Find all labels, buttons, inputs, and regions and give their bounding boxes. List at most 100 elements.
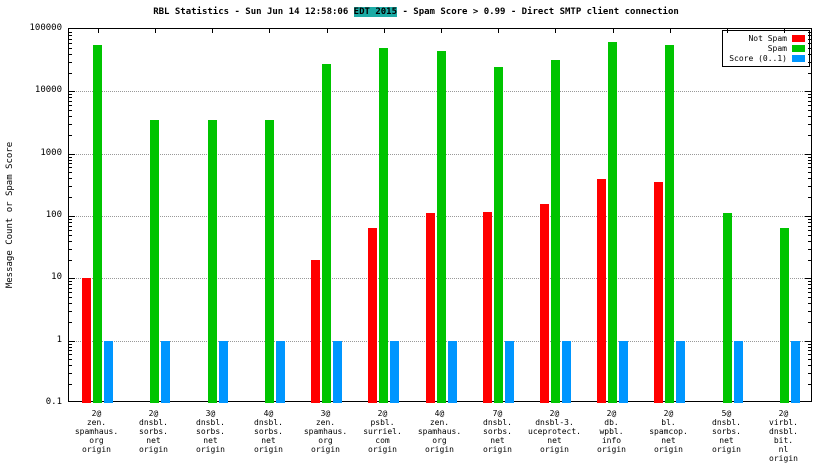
y-major-tick <box>69 154 75 155</box>
x-category-label: 3@ dnsbl. sorbs. net origin <box>196 409 225 454</box>
bar-score-0-1 <box>333 340 342 403</box>
x-category-label: 4@ zen. spamhaus. org origin <box>417 409 462 454</box>
y-tick-label: 1 <box>56 335 62 345</box>
y-minor-tick <box>69 344 72 345</box>
bar-spam <box>150 119 159 403</box>
y-minor-tick <box>69 48 72 49</box>
x-tick <box>327 29 328 33</box>
x-category-label: 2@ virbl. dnsbl. bit. nl origin <box>769 409 798 463</box>
bar-not-spam <box>654 182 663 403</box>
bar-score-0-1 <box>276 340 285 403</box>
bar-score-0-1 <box>619 340 628 403</box>
bar-spam <box>93 45 102 403</box>
bar-spam <box>322 64 331 403</box>
legend: Not Spam Spam Score (0..1) <box>722 30 810 67</box>
y-minor-tick <box>69 94 72 95</box>
bar-score-0-1 <box>390 340 399 403</box>
x-tick <box>498 29 499 33</box>
x-category-label: 7@ dnsbl. sorbs. net origin <box>483 409 512 454</box>
y-minor-tick <box>808 297 811 298</box>
x-tick <box>269 29 270 33</box>
y-minor-tick <box>808 73 811 74</box>
bar-not-spam <box>311 259 320 403</box>
x-tick <box>441 29 442 33</box>
y-major-tick <box>805 278 811 279</box>
legend-swatch <box>792 35 805 42</box>
y-minor-tick <box>69 35 72 36</box>
bar-score-0-1 <box>676 340 685 403</box>
y-tick-label: 10000 <box>34 85 62 95</box>
x-tick <box>98 29 99 33</box>
y-minor-tick <box>808 135 811 136</box>
y-minor-tick <box>808 384 811 385</box>
y-minor-tick <box>69 39 72 40</box>
y-minor-tick <box>69 347 72 348</box>
y-tick-label: 100 <box>45 210 62 220</box>
y-minor-tick <box>808 172 811 173</box>
y-minor-tick <box>69 105 72 106</box>
x-tick <box>555 29 556 33</box>
y-minor-tick <box>69 322 72 323</box>
chart-title: RBL Statistics - Sun Jun 14 12:58:06 EDT… <box>0 7 832 17</box>
y-minor-tick <box>69 54 72 55</box>
y-minor-tick <box>69 73 72 74</box>
y-minor-tick <box>69 222 72 223</box>
x-tick <box>384 29 385 33</box>
y-minor-tick <box>69 384 72 385</box>
x-category-label: 2@ bl. spamcop. net origin <box>649 409 688 454</box>
bar-score-0-1 <box>791 340 800 403</box>
bar-score-0-1 <box>734 340 743 403</box>
legend-label: Not Spam <box>748 34 787 43</box>
y-minor-tick <box>808 163 811 164</box>
y-minor-tick <box>69 110 72 111</box>
y-minor-tick <box>808 260 811 261</box>
y-tick-label: 10 <box>51 272 62 282</box>
y-minor-tick <box>808 292 811 293</box>
bar-spam <box>437 50 446 403</box>
y-minor-tick <box>808 197 811 198</box>
y-minor-tick <box>69 281 72 282</box>
y-minor-tick <box>69 32 72 33</box>
y-minor-tick <box>808 235 811 236</box>
y-minor-tick <box>69 62 72 63</box>
y-minor-tick <box>69 365 72 366</box>
y-minor-tick <box>69 219 72 220</box>
bar-spam <box>665 45 674 403</box>
legend-row: Spam <box>729 44 805 53</box>
y-minor-tick <box>69 135 72 136</box>
y-minor-tick <box>808 157 811 158</box>
y-minor-tick <box>69 157 72 158</box>
y-tick-label: 100000 <box>29 23 62 33</box>
bar-not-spam <box>597 178 606 403</box>
y-major-tick <box>69 216 75 217</box>
y-minor-tick <box>808 94 811 95</box>
bar-not-spam <box>82 278 91 403</box>
y-major-tick <box>805 341 811 342</box>
y-minor-tick <box>69 292 72 293</box>
y-minor-tick <box>808 311 811 312</box>
y-major-tick <box>805 91 811 92</box>
legend-swatch <box>792 55 805 62</box>
y-minor-tick <box>808 226 811 227</box>
x-category-label: 2@ dnsbl. sorbs. net origin <box>139 409 168 454</box>
y-minor-tick <box>808 322 811 323</box>
x-category-label: 4@ dnsbl. sorbs. net origin <box>254 409 283 454</box>
y-minor-tick <box>69 303 72 304</box>
y-minor-tick <box>808 167 811 168</box>
x-category-label: 3@ zen. spamhaus. org origin <box>303 409 348 454</box>
y-minor-tick <box>69 297 72 298</box>
bar-spam <box>379 47 388 403</box>
x-tick <box>212 29 213 33</box>
y-minor-tick <box>69 359 72 360</box>
y-minor-tick <box>69 172 72 173</box>
y-minor-tick <box>808 101 811 102</box>
y-minor-tick <box>808 110 811 111</box>
bar-not-spam <box>540 204 549 403</box>
x-category-label: 2@ dnsbl-3. uceprotect. net origin <box>528 409 581 454</box>
y-minor-tick <box>69 178 72 179</box>
y-minor-tick <box>808 105 811 106</box>
y-tick-label: 0.1 <box>45 397 62 407</box>
x-category-label: 2@ zen. spamhaus. org origin <box>74 409 119 454</box>
x-tick <box>727 29 728 33</box>
